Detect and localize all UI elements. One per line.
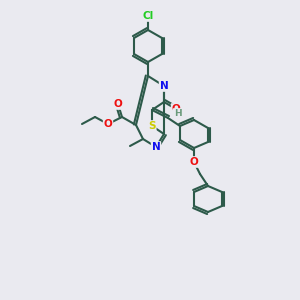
Text: O: O (172, 104, 180, 114)
Text: S: S (148, 121, 156, 131)
Text: O: O (103, 119, 112, 129)
Text: Cl: Cl (142, 11, 154, 21)
Text: O: O (114, 99, 122, 109)
Text: H: H (174, 110, 182, 118)
Text: N: N (152, 142, 160, 152)
Text: H: H (174, 109, 182, 119)
Text: O: O (190, 157, 198, 167)
Text: N: N (160, 81, 168, 91)
